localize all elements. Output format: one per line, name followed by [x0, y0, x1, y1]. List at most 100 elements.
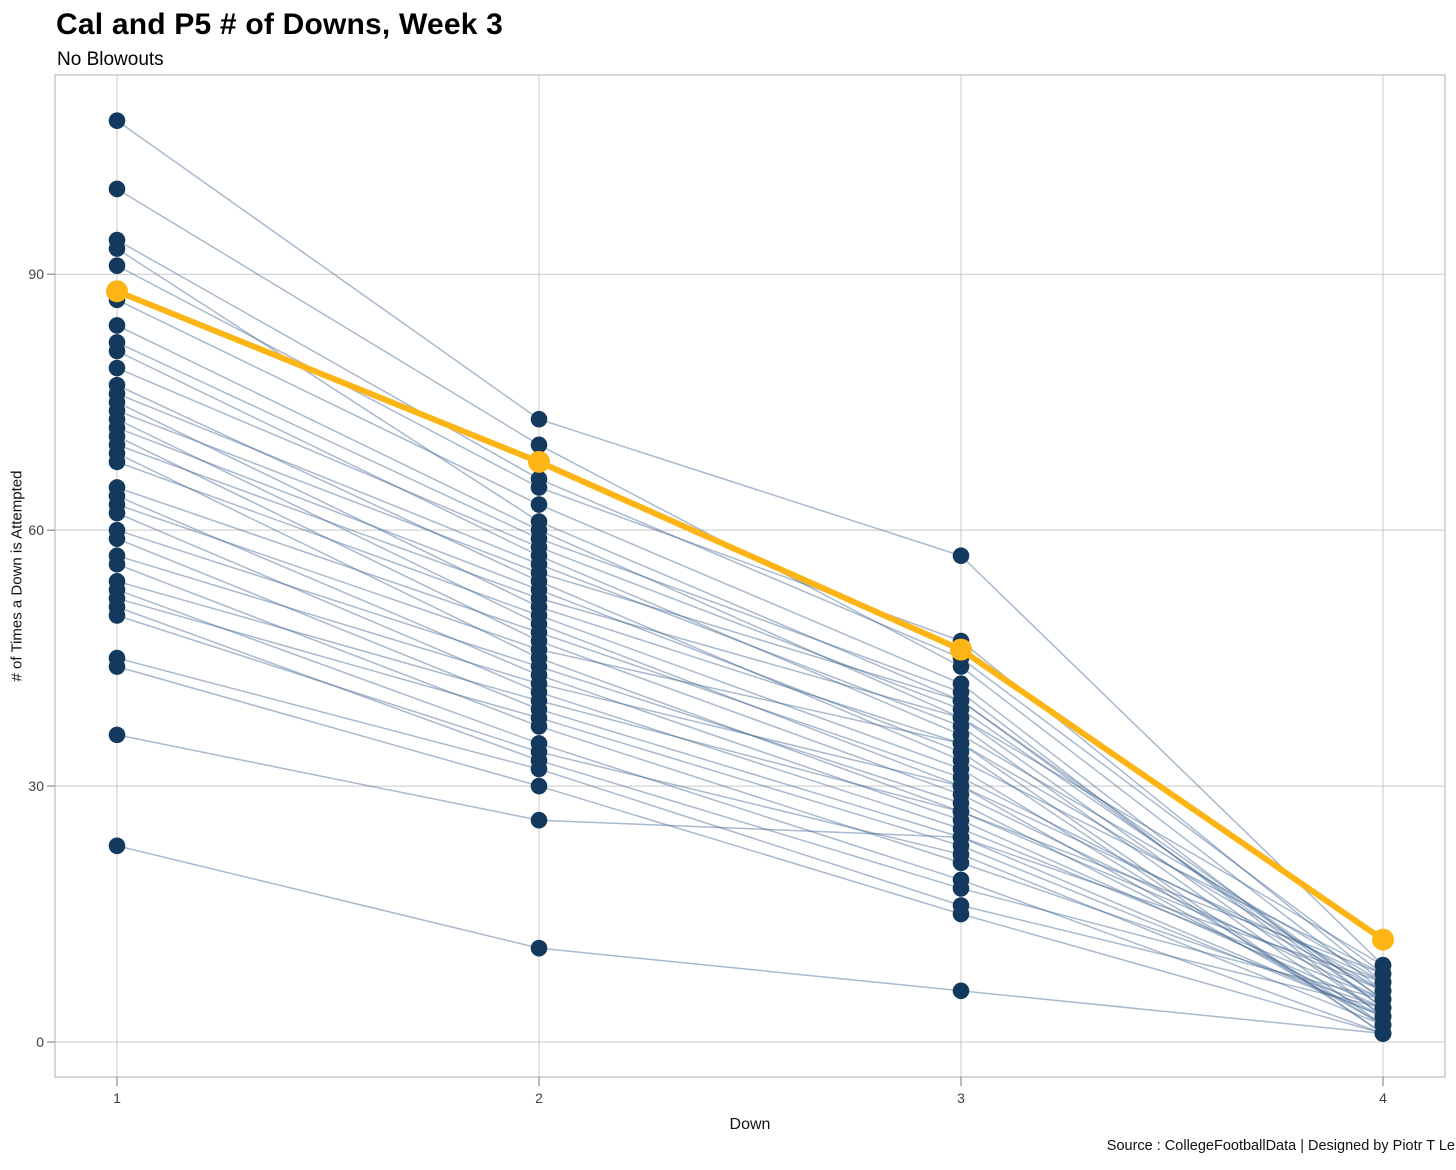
x-tick-label: 4: [1379, 1090, 1387, 1106]
cal-line: [114, 288, 1386, 943]
y-tick-label: 0: [36, 1034, 44, 1050]
cal-point: [950, 638, 972, 661]
panel-border: [54, 74, 1446, 1078]
team-line: [116, 452, 1384, 975]
team-point: [952, 846, 970, 863]
source-caption: Source : CollegeFootballData | Designed …: [1106, 1138, 1455, 1154]
team-point: [108, 257, 126, 274]
team-line: [116, 350, 1384, 983]
team-point: [530, 777, 548, 795]
page-title: Cal and P5 # of Downs, Week 3: [56, 8, 504, 41]
team-point: [108, 342, 126, 360]
team-line: [116, 512, 1384, 1001]
team-point: [952, 982, 970, 1000]
team-point: [530, 479, 548, 496]
team-line: [116, 427, 1384, 1035]
team-point: [108, 530, 126, 547]
team-point: [108, 240, 126, 257]
team-point: [1374, 1025, 1392, 1042]
cal-point: [528, 450, 550, 473]
team-point: [530, 410, 548, 428]
team-line: [116, 444, 1384, 1018]
y-axis-title: # of Times a Down is Attempted: [8, 470, 26, 682]
team-point: [530, 624, 548, 641]
team-line: [116, 657, 1384, 1009]
team-line: [116, 503, 1384, 1035]
team-point: [1374, 1008, 1392, 1025]
team-point: [108, 504, 126, 522]
team-line: [116, 486, 1384, 992]
team-line: [116, 324, 1384, 966]
team-point: [530, 641, 548, 658]
team-point: [952, 709, 970, 727]
team-point: [952, 828, 970, 846]
team-line: [116, 563, 1384, 1009]
team-line: [116, 529, 1384, 1018]
cal-point: [106, 280, 128, 303]
team-point: [108, 317, 126, 334]
x-tick-label: 2: [535, 1090, 543, 1106]
team-point: [530, 607, 548, 624]
team-point: [530, 692, 548, 710]
y-tick-label: 60: [28, 522, 44, 538]
team-point: [530, 496, 548, 513]
team-line: [116, 367, 1384, 1000]
y-tick-label: 90: [28, 266, 44, 282]
team-point: [530, 760, 548, 778]
team-line: [116, 341, 1384, 1018]
team-line: [116, 299, 1384, 1009]
team-point: [108, 359, 126, 377]
team-point: [108, 555, 126, 573]
team-point: [530, 675, 548, 692]
x-tick-label: 3: [957, 1090, 965, 1106]
team-point: [530, 743, 548, 761]
cal-point: [1372, 928, 1394, 951]
team-line: [116, 418, 1384, 983]
team-point: [108, 658, 126, 675]
team-line: [116, 734, 1384, 1018]
team-line: [116, 614, 1384, 1026]
x-axis-title: Down: [729, 1116, 771, 1133]
team-point: [108, 180, 126, 198]
team-point: [530, 811, 548, 829]
team-line: [116, 597, 1384, 1018]
team-point: [530, 590, 548, 607]
team-point: [952, 547, 970, 565]
page-subtitle: No Blowouts: [57, 49, 164, 70]
team-point: [952, 880, 970, 897]
team-point: [530, 709, 548, 727]
team-line: [116, 495, 1384, 1009]
team-point: [952, 735, 970, 752]
team-point: [108, 112, 126, 129]
team-line: [116, 384, 1384, 975]
team-line: [116, 580, 1384, 992]
team-point: [108, 607, 126, 624]
team-point: [530, 436, 548, 454]
team-line: [116, 589, 1384, 1035]
team-point: [108, 837, 126, 855]
team-line: [116, 239, 1384, 975]
team-line: [116, 555, 1384, 1026]
team-point: [530, 538, 548, 556]
team-point: [952, 777, 970, 795]
team-line: [116, 461, 1384, 1026]
team-point: [108, 726, 126, 744]
team-line: [116, 247, 1384, 1000]
team-point: [952, 803, 970, 820]
team-line: [116, 435, 1384, 1001]
team-line: [116, 120, 1384, 966]
team-line: [116, 410, 1384, 1009]
team-line: [116, 401, 1384, 992]
team-point: [952, 905, 970, 923]
y-tick-label: 30: [28, 778, 44, 794]
team-line: [116, 665, 1384, 1035]
team-line: [116, 392, 1384, 1026]
team-line: [116, 845, 1384, 1035]
x-tick-label: 1: [113, 1090, 121, 1106]
team-point: [530, 658, 548, 675]
team-line: [116, 537, 1384, 983]
team-point: [108, 453, 126, 471]
team-point: [530, 564, 548, 582]
